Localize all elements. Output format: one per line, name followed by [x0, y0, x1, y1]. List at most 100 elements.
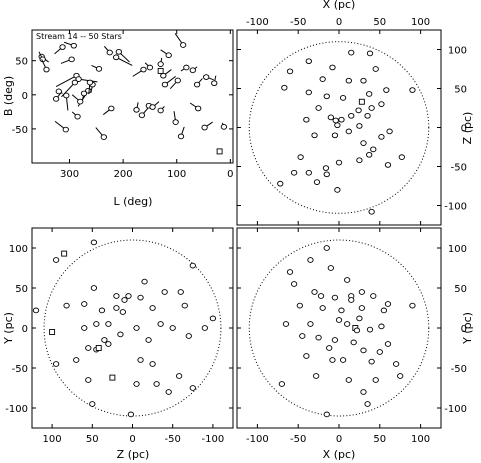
data-point [85, 345, 92, 351]
data-point [392, 361, 400, 367]
data-point [290, 281, 298, 287]
x-tick-label: -100 [246, 17, 269, 28]
data-point [386, 128, 393, 135]
data-point [146, 64, 154, 71]
y-tick-label: 0 [22, 91, 28, 102]
data-point [409, 87, 416, 93]
data-point [345, 128, 352, 135]
x-tick-label: 0 [336, 17, 342, 28]
data-point [360, 389, 367, 395]
data-point [175, 373, 183, 379]
data-point [323, 411, 330, 418]
y-tick-label: -100 [444, 404, 467, 415]
data-point [55, 88, 62, 95]
data-point [189, 67, 196, 74]
y-tick-label: 100 [448, 244, 467, 255]
data-point [368, 208, 375, 215]
data-point [98, 307, 106, 314]
data-point [209, 315, 217, 322]
y-tick-label: 50 [454, 284, 467, 295]
data-point [169, 325, 176, 331]
data-point [95, 66, 103, 72]
data-point [305, 169, 312, 176]
x-axis-label: Z (pc) [117, 448, 150, 461]
data-point [73, 357, 80, 363]
x-tick-label: 200 [114, 169, 133, 180]
x-tick-label: 100 [43, 434, 62, 445]
data-point [348, 112, 355, 119]
data-point [296, 302, 303, 309]
data-point [181, 302, 188, 309]
boundary-circle [248, 41, 430, 214]
x-axis-label: X (pc) [323, 448, 356, 461]
panel-x-y: -100 -50 0 50 100 100 50 0 -50 -100 X (pc) Y (pc) [236, 227, 474, 461]
data-point [286, 68, 294, 75]
data-point [303, 353, 310, 359]
data-point [323, 171, 330, 178]
data-point [153, 381, 160, 387]
data-point [378, 323, 385, 330]
data-point [137, 294, 144, 301]
data-point [339, 95, 347, 101]
data-point [331, 294, 339, 301]
data-point [63, 302, 70, 309]
data-point [183, 64, 190, 71]
data-point [189, 262, 196, 269]
data-point [52, 361, 60, 367]
data-point [307, 321, 314, 327]
x-tick-label: 50 [373, 17, 386, 28]
data-point [185, 333, 192, 339]
data-point [161, 289, 168, 295]
data-point [113, 54, 120, 61]
data-point [81, 301, 88, 307]
plot-frame [31, 29, 234, 164]
data-point [307, 257, 314, 263]
y-tick-label: 100 [448, 46, 467, 57]
x-tick-label: -50 [290, 434, 306, 445]
data-point [85, 377, 92, 383]
data-point [380, 307, 388, 314]
data-point [127, 411, 135, 418]
data-point [335, 159, 343, 166]
data-point [201, 124, 208, 131]
data-point [180, 42, 187, 48]
y-tick-label: 50 [15, 284, 28, 295]
plot-frame [236, 227, 442, 429]
data-point [220, 124, 228, 130]
data-point-square [49, 329, 56, 335]
data-point [177, 289, 184, 295]
data-point [326, 345, 333, 351]
data-point [366, 151, 373, 158]
data-point [356, 315, 363, 322]
data-point [338, 116, 345, 123]
data-point [140, 66, 147, 73]
x-tick-label: 300 [60, 169, 79, 180]
data-point [157, 321, 164, 327]
data-point [334, 122, 341, 129]
data-point [106, 49, 113, 56]
data-point [141, 278, 148, 285]
data-point [364, 112, 371, 119]
data-point [62, 126, 69, 133]
data-point-square [95, 345, 102, 351]
y-tick-label: -50 [451, 163, 467, 174]
data-point [313, 179, 321, 185]
data-point [286, 269, 294, 275]
data-point [398, 154, 405, 160]
data-point [145, 337, 152, 343]
data-point [52, 96, 60, 102]
data-point [353, 327, 361, 334]
data-point [323, 93, 330, 100]
data-point [356, 157, 363, 164]
y-tick-label: 50 [454, 85, 467, 96]
data-point [378, 134, 385, 140]
x-tick-label: 50 [86, 434, 99, 445]
data-point [305, 89, 312, 96]
y-tick-label: 100 [9, 244, 28, 255]
data-point [345, 77, 352, 84]
data-point [322, 165, 330, 171]
data-point [59, 44, 66, 50]
x-tick-label: -100 [246, 434, 269, 445]
data-point [329, 357, 336, 363]
